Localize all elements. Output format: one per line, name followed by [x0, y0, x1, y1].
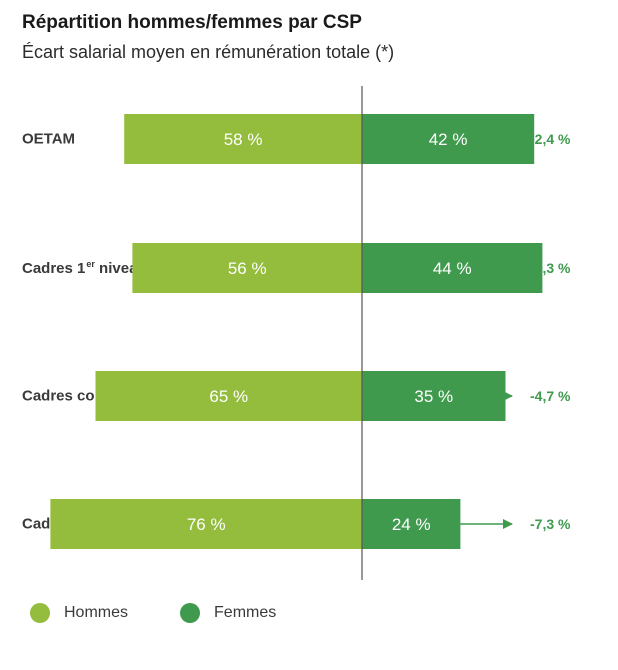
bar-hommes [95, 371, 362, 421]
category-label-text: OETAM [22, 130, 76, 148]
bar-femmes [362, 114, 535, 164]
category-label-sup: er [86, 259, 95, 269]
bar-label-hommes: 76 % [187, 515, 226, 534]
bar-hommes [124, 114, 362, 164]
bar-label-hommes: 65 % [209, 387, 248, 406]
chart-subtitle: Écart salarial moyen en rémunération tot… [22, 42, 395, 62]
bar-label-hommes: 58 % [224, 130, 263, 149]
gap-label: -7,3 % [530, 516, 571, 532]
bar-hommes [132, 243, 362, 293]
bar-label-femmes: 24 % [392, 515, 431, 534]
legend-swatch-hommes [30, 603, 50, 623]
legend-item-hommes: Hommes [30, 603, 128, 623]
legend: Hommes Femmes [30, 603, 328, 623]
bar-femmes [362, 371, 506, 421]
category-label-text: Cadres 1 [22, 260, 86, 277]
bar-label-hommes: 56 % [228, 259, 267, 278]
bar-label-femmes: 42 % [429, 130, 468, 149]
gap-label: -4,3 % [530, 260, 571, 276]
gap-label: -4,7 % [530, 388, 571, 404]
chart-title: Répartition hommes/femmes par CSP [22, 12, 362, 33]
bar-femmes [362, 499, 461, 549]
category-label: OETAM [22, 131, 75, 148]
legend-label-hommes: Hommes [64, 604, 129, 621]
gap-label: -2,4 % [530, 131, 571, 147]
bar-label-femmes: 44 % [433, 259, 472, 278]
legend-label-femmes: Femmes [214, 604, 277, 621]
legend-item-femmes: Femmes [180, 603, 276, 623]
bar-hommes [50, 499, 363, 549]
bar-label-femmes: 35 % [414, 387, 453, 406]
legend-swatch-femmes [180, 603, 201, 623]
